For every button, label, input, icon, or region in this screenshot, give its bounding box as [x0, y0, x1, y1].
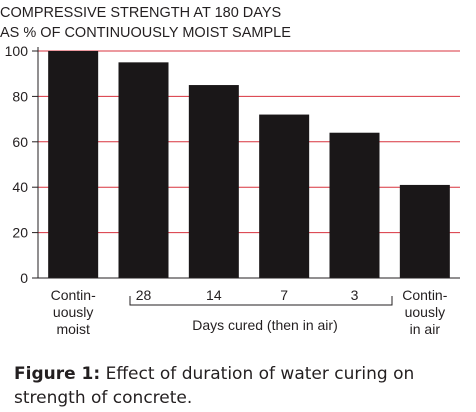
- y-tick-label: 60: [12, 134, 28, 150]
- bar-chart: COMPRESSIVE STRENGTH AT 180 DAYS AS % OF…: [0, 5, 460, 337]
- y-tick-labels: 0 20 40 60 80 100: [5, 43, 29, 286]
- y-axis-title-line-2: AS % OF CONTINUOUSLY MOIST SAMPLE: [0, 25, 291, 41]
- axes: [32, 47, 460, 279]
- days-cured-bracket: [129, 296, 393, 306]
- x-category-label: Contin-: [402, 287, 447, 303]
- y-axis-title-line-1: COMPRESSIVE STRENGTH AT 180 DAYS: [0, 5, 281, 21]
- days-cured-label: Days cured (then in air): [192, 317, 338, 333]
- y-tick-label: 80: [12, 88, 28, 104]
- y-tick-label: 0: [20, 270, 28, 286]
- bar: [329, 132, 380, 278]
- gridlines: [38, 50, 460, 234]
- bar: [259, 114, 310, 278]
- y-tick-label: 20: [12, 225, 28, 241]
- bar: [118, 62, 169, 278]
- bars: [48, 51, 450, 278]
- x-category-label: 3: [351, 287, 359, 303]
- x-category-label: 14: [206, 287, 222, 303]
- bar: [399, 184, 450, 278]
- x-category-label: uously: [405, 304, 445, 320]
- x-category-label: 28: [136, 287, 152, 303]
- figure-caption-label: Figure 1:: [14, 364, 101, 384]
- figure-caption: Figure 1: Effect of duration of water cu…: [14, 362, 464, 410]
- bar: [48, 51, 99, 278]
- x-category-label: 7: [280, 287, 288, 303]
- figure-caption-text: Effect of duration of water curing on st…: [14, 364, 415, 408]
- x-category-label: moist: [56, 321, 90, 337]
- bar: [188, 85, 239, 278]
- y-tick-label: 40: [12, 179, 28, 195]
- x-category-label: uously: [53, 304, 93, 320]
- y-tick-label: 100: [5, 43, 29, 59]
- x-category-label: Contin-: [51, 287, 96, 303]
- x-category-label: in air: [410, 321, 441, 337]
